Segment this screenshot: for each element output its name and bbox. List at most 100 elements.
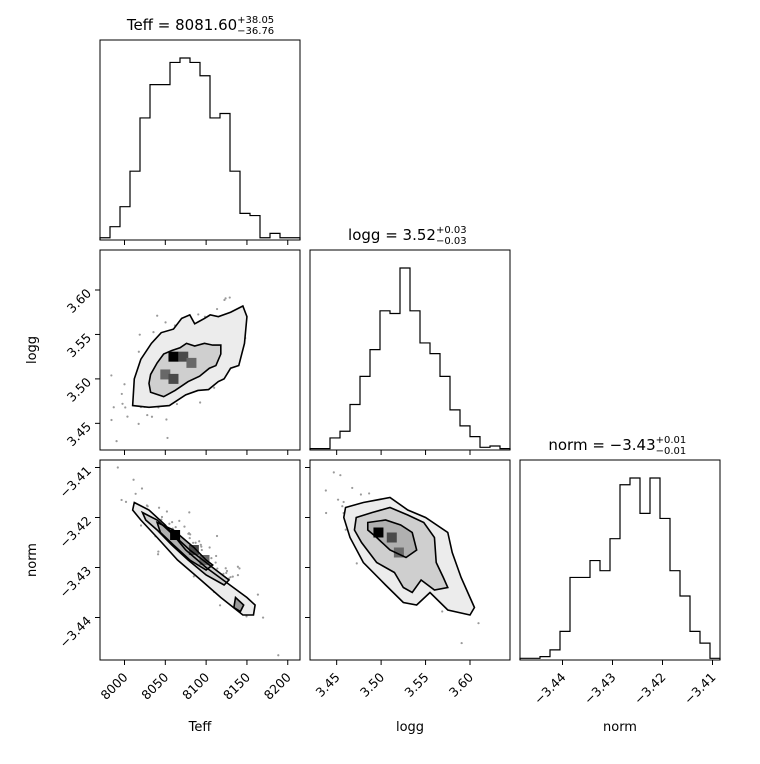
panel-norm_vs_Teff-point bbox=[225, 569, 229, 573]
panel-norm_vs_logg-frame bbox=[309, 459, 511, 661]
panel-norm_vs_logg-point bbox=[325, 511, 328, 515]
xlabel-logg: logg bbox=[396, 720, 424, 735]
panel-norm_vs_logg-contour-0 bbox=[342, 496, 476, 616]
panel-norm_vs_Teff-point bbox=[183, 525, 186, 528]
panel-logg_vs_Teff-point bbox=[126, 415, 129, 418]
panel-norm_vs_logg-point bbox=[324, 489, 327, 492]
panel-norm_vs_Teff-frame bbox=[99, 459, 301, 661]
xtick-label-Teff-1: 8050 bbox=[138, 669, 171, 702]
panel-norm_vs_Teff-point bbox=[245, 615, 248, 618]
panel-norm_vs_Teff-point bbox=[218, 604, 222, 607]
panel-norm_vs_Teff-point bbox=[216, 567, 219, 570]
xtick-label-norm-3: −3.41 bbox=[681, 670, 719, 708]
panel-norm_vs_Teff-point bbox=[116, 466, 119, 469]
panel-norm_vs_logg-point bbox=[351, 486, 354, 490]
ylabel-logg: logg bbox=[25, 336, 40, 364]
panel-logg_vs_Teff-contour-1 bbox=[148, 342, 222, 398]
panel-logg_vs_Teff-point bbox=[199, 401, 202, 404]
panel-norm_vs_Teff-point bbox=[188, 511, 191, 514]
panel-norm_vs_logg-point bbox=[477, 622, 480, 625]
panel-logg_vs_Teff-point bbox=[110, 374, 113, 377]
ytick-label-norm-0: −3.44 bbox=[56, 613, 94, 651]
panel-norm_vs_Teff-point bbox=[231, 575, 234, 578]
panel-logg_vs_Teff-point bbox=[156, 314, 159, 317]
panel-norm_vs_Teff-point bbox=[140, 487, 144, 490]
panel-norm_vs_logg-point bbox=[368, 492, 371, 495]
panel-norm_vs_Teff-point bbox=[156, 553, 160, 556]
title-Teff: Teff = 8081.60 +38.05−36.76 bbox=[126, 15, 274, 37]
panel-norm_vs_Teff-point bbox=[165, 510, 169, 513]
panel-logg_vs_Teff-point bbox=[112, 406, 115, 409]
panel-logg_vs_Teff-point bbox=[152, 331, 155, 334]
panel-norm_vs_Teff-point bbox=[224, 567, 227, 570]
xtick-label-Teff-2: 8100 bbox=[179, 669, 212, 702]
panel-norm_vs_Teff-contour-3 bbox=[233, 595, 245, 613]
panel-norm_vs_logg-peak-2 bbox=[393, 547, 404, 558]
title-minus-norm: −0.01 bbox=[656, 446, 687, 457]
panel-logg_vs_Teff-peak-1 bbox=[178, 351, 189, 362]
panel-norm_vs_Teff-point bbox=[171, 521, 174, 524]
panel-norm_vs_Teff-point bbox=[187, 532, 190, 535]
xtick-label-logg-2: 3.55 bbox=[401, 670, 431, 700]
histogram-frame-Teff bbox=[99, 39, 301, 241]
panel-norm_vs_Teff-point bbox=[124, 500, 128, 503]
panel-logg_vs_Teff-point bbox=[120, 392, 123, 396]
ytick-label-logg-0: 3.45 bbox=[64, 419, 94, 449]
panel-norm_vs_Teff bbox=[100, 460, 300, 660]
panel-logg_vs_Teff-point bbox=[138, 333, 141, 336]
panel-norm_vs_Teff-point bbox=[261, 616, 265, 619]
xtick-label-logg-1: 3.50 bbox=[357, 669, 387, 699]
ytick-label-norm-3: −3.41 bbox=[56, 463, 94, 501]
panel-logg_vs_Teff-point bbox=[228, 296, 231, 299]
panel-norm_vs_Teff-point bbox=[139, 524, 143, 527]
panel-norm_vs_Teff-point bbox=[236, 565, 239, 568]
panel-logg_vs_Teff-point bbox=[150, 415, 154, 418]
panel-norm_vs_Teff-point bbox=[200, 548, 203, 552]
histogram-frame-logg bbox=[309, 249, 511, 451]
panel-norm_vs_Teff-point bbox=[157, 550, 160, 553]
panel-norm_vs_logg-point bbox=[355, 562, 358, 565]
panel-logg_vs_Teff-peak-3 bbox=[168, 373, 179, 384]
panel-norm_vs_Teff-point bbox=[210, 557, 213, 560]
panel-norm_vs_Teff-point bbox=[157, 506, 161, 509]
xtick-label-norm-2: −3.42 bbox=[631, 670, 669, 708]
panel-norm_vs_logg-point bbox=[344, 528, 347, 531]
title-plus-logg: +0.03 bbox=[436, 225, 467, 236]
panel-logg_vs_Teff-point bbox=[197, 313, 200, 316]
panel-norm_vs_Teff-point bbox=[168, 522, 171, 525]
xtick-label-norm-0: −3.44 bbox=[531, 669, 569, 707]
panel-norm_vs_Teff-point bbox=[214, 561, 217, 564]
panel-norm_vs_logg-peak-0 bbox=[373, 527, 384, 538]
panel-norm_vs_Teff-point bbox=[277, 654, 280, 657]
panel-norm_vs_logg-peak-1 bbox=[386, 532, 397, 543]
panel-norm_vs_Teff-point bbox=[132, 478, 135, 481]
panel-norm_vs_Teff-density-3 bbox=[233, 597, 244, 612]
panel-norm_vs_Teff-point bbox=[146, 505, 149, 508]
title-logg: logg = 3.52 +0.03−0.03 bbox=[348, 225, 467, 247]
panel-norm_vs_Teff-point bbox=[178, 519, 181, 522]
panel-logg_vs_Teff-point bbox=[137, 422, 140, 425]
panel-norm_vs_Teff-point bbox=[236, 574, 240, 577]
panel-norm_vs_Teff-point bbox=[225, 571, 228, 575]
title-minus-logg: −0.03 bbox=[436, 236, 467, 247]
histogram-frame-norm bbox=[519, 459, 721, 661]
xlabel-norm: norm bbox=[603, 720, 637, 735]
histogram-norm bbox=[519, 477, 721, 660]
panel-logg_vs_Teff-frame bbox=[99, 249, 301, 451]
panel-norm_vs_Teff-contour-2 bbox=[155, 521, 214, 571]
panel-logg_vs_Teff-point bbox=[164, 321, 167, 324]
xtick-label-norm-1: −3.43 bbox=[581, 670, 619, 708]
panel-norm_vs_Teff-point bbox=[256, 593, 260, 596]
panel-norm_vs_logg-point bbox=[441, 610, 444, 613]
title-value-norm: norm = −3.43 bbox=[548, 436, 655, 454]
panel-logg_vs_Teff-point bbox=[224, 297, 227, 300]
panel-norm_vs_logg-point bbox=[332, 471, 335, 474]
panel-logg_vs_Teff-density-1 bbox=[148, 343, 221, 397]
panel-norm_vs_logg-point bbox=[341, 505, 344, 508]
panel-norm_vs_logg-point bbox=[336, 498, 340, 501]
panel-logg_vs_Teff-point bbox=[165, 418, 168, 421]
panel-logg_vs_Teff-point bbox=[121, 402, 124, 405]
panel-logg_vs_Teff-peak-4 bbox=[186, 357, 197, 368]
title-text-Teff: Teff = 8081.60 bbox=[126, 16, 237, 34]
title-value-logg: logg = 3.52 bbox=[348, 226, 436, 244]
